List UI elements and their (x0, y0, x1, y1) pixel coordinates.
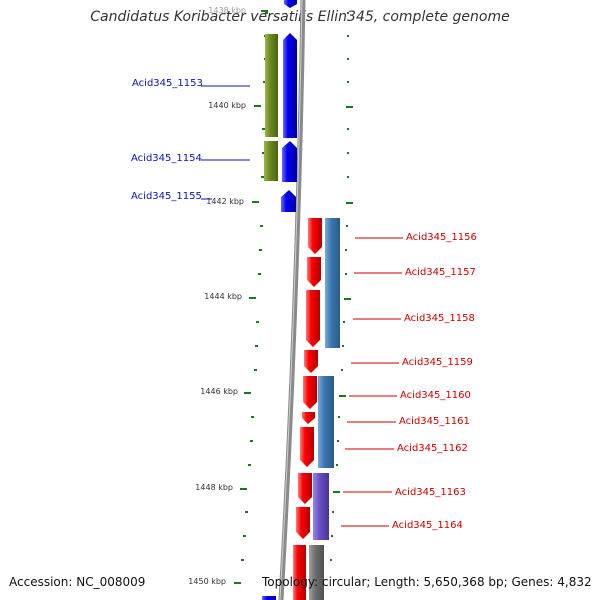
reverse-feature-track (309, 218, 340, 600)
kbp-tick-label: 1448 kbp (195, 483, 233, 492)
topology-text: Topology: circular; Length: 5,650,368 bp… (262, 575, 592, 589)
left-major-ticks (234, 10, 268, 584)
gene-label-acid345-1164[interactable]: Acid345_1164 (392, 520, 463, 531)
reverse-cds-arrow (298, 473, 312, 504)
reverse-cds-arrow (306, 290, 320, 347)
kbp-tick-label: 1446 kbp (200, 387, 238, 396)
forward-cds-arrow (284, 0, 297, 8)
accession-text: Accession: NC_008009 (9, 575, 146, 589)
reverse-cds-arrow (307, 257, 321, 287)
forward-cds-arrow (281, 190, 296, 212)
kbp-tick-label: 1440 kbp (208, 101, 246, 110)
reverse-cds-arrow (303, 376, 317, 409)
gene-label-acid345-1153[interactable]: Acid345_1153 (132, 78, 203, 89)
forward-label-leaders (201, 85, 250, 200)
kbp-tick-label: 1438 kbp (208, 6, 246, 15)
forward-cds-track (262, 0, 297, 600)
left-tick-track (241, 12, 268, 561)
kbp-tick-label: 1442 kbp (206, 197, 244, 206)
reverse-cds-arrow (300, 427, 314, 467)
right-tick-track (330, 12, 353, 561)
reverse-cds-arrow (308, 218, 322, 254)
gene-label-acid345-1161[interactable]: Acid345_1161 (399, 416, 470, 427)
gene-label-acid345-1155[interactable]: Acid345_1155 (131, 191, 202, 202)
gene-label-acid345-1163[interactable]: Acid345_1163 (395, 487, 466, 498)
genome-backbone (278, 0, 306, 600)
reverse-cds-arrow (296, 507, 310, 539)
gene-label-acid345-1162[interactable]: Acid345_1162 (397, 443, 468, 454)
reverse-cds-arrow (302, 412, 315, 424)
map-title: Candidatus Koribacter versatilis Ellin34… (90, 9, 510, 25)
reverse-cds-track (293, 218, 322, 600)
reverse-cds-arrow (304, 350, 318, 373)
gene-label-acid345-1154[interactable]: Acid345_1154 (131, 153, 202, 164)
forward-cds-arrow (262, 596, 276, 600)
forward-cds-arrow (282, 141, 297, 182)
gene-label-acid345-1160[interactable]: Acid345_1160 (400, 390, 471, 401)
gene-label-acid345-1156[interactable]: Acid345_1156 (406, 232, 477, 243)
gene-label-acid345-1158[interactable]: Acid345_1158 (404, 313, 475, 324)
reverse-cds-arrow (293, 545, 306, 600)
kbp-tick-label: 1444 kbp (204, 292, 242, 301)
gene-label-acid345-1157[interactable]: Acid345_1157 (405, 267, 476, 278)
genome-backbone-highlight (279, 0, 303, 600)
olive-feature-track (264, 34, 278, 181)
reverse-label-leaders (341, 237, 403, 527)
gene-label-acid345-1159[interactable]: Acid345_1159 (402, 357, 473, 368)
kbp-tick-label: 1450 kbp (188, 577, 226, 586)
forward-cds-arrow (283, 33, 297, 138)
